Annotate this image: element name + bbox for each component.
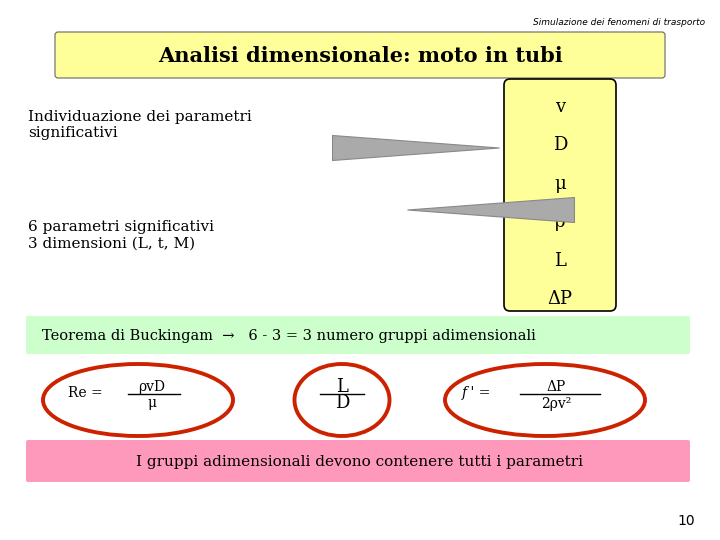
- Text: Analisi dimensionale: moto in tubi: Analisi dimensionale: moto in tubi: [158, 46, 562, 66]
- FancyBboxPatch shape: [504, 79, 616, 311]
- FancyBboxPatch shape: [26, 440, 690, 482]
- Text: 2ρv²: 2ρv²: [541, 397, 571, 411]
- FancyBboxPatch shape: [55, 32, 665, 78]
- Text: Individuazione dei parametri
significativi: Individuazione dei parametri significati…: [28, 110, 252, 140]
- Text: D: D: [553, 137, 567, 154]
- Text: v: v: [555, 98, 565, 116]
- Text: 10: 10: [678, 514, 695, 528]
- Text: I gruppi adimensionali devono contenere tutti i parametri: I gruppi adimensionali devono contenere …: [137, 455, 583, 469]
- Text: f ' =: f ' =: [462, 386, 491, 400]
- Text: Re =: Re =: [68, 386, 103, 400]
- Text: ΔP: ΔP: [547, 290, 572, 308]
- Text: ρvD: ρvD: [138, 380, 166, 394]
- Text: μ: μ: [148, 396, 156, 410]
- Text: 6 parametri significativi
3 dimensioni (L, t, M): 6 parametri significativi 3 dimensioni (…: [28, 220, 214, 250]
- Text: μ: μ: [554, 175, 566, 193]
- Text: L: L: [336, 378, 348, 396]
- Text: ΔP: ΔP: [546, 380, 566, 394]
- Text: ρ: ρ: [554, 213, 565, 231]
- Text: Simulazione dei fenomeni di trasporto: Simulazione dei fenomeni di trasporto: [533, 18, 705, 27]
- Text: L: L: [554, 252, 566, 269]
- Text: Teorema di Buckingam  →   6 - 3 = 3 numero gruppi adimensionali: Teorema di Buckingam → 6 - 3 = 3 numero …: [42, 329, 536, 343]
- FancyBboxPatch shape: [26, 316, 690, 354]
- Text: D: D: [335, 394, 349, 412]
